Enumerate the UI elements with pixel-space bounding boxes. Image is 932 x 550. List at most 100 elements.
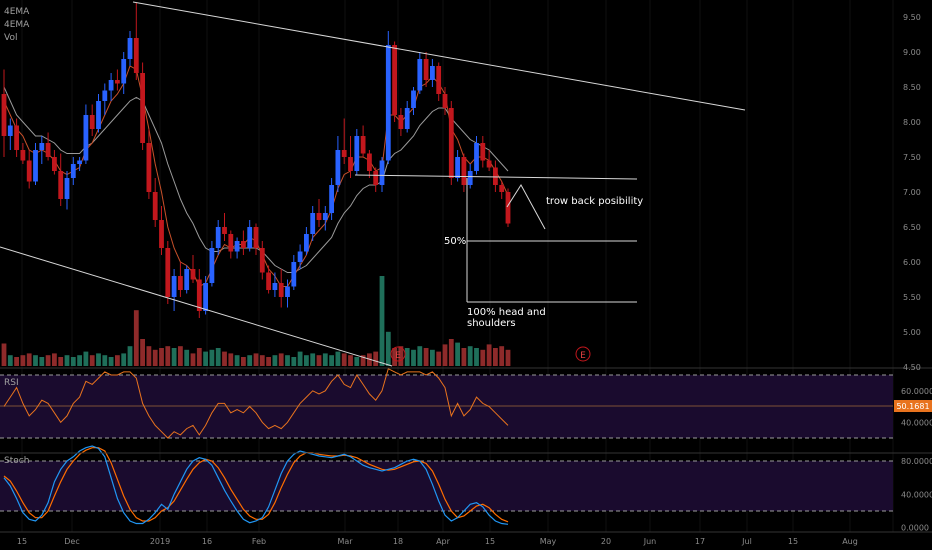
candle-body [360,136,366,154]
stoch-axis[interactable]: 80.0000 40.0000 0.0000 [901,457,932,533]
candle-body [467,171,473,185]
candle-body [322,213,328,220]
candle-body [304,234,309,252]
candle-body [474,143,479,171]
candle-body [77,160,82,164]
volume-bar [45,355,51,366]
volume-bar [505,349,511,366]
candle-body [20,150,26,161]
price-tick-label: 4.50 [903,363,921,372]
volume-bar [404,348,410,366]
volume-bar [411,349,416,366]
time-tick-label: 15 [485,537,495,546]
candle-body [379,160,385,185]
volume-bar [58,357,64,366]
candle-body [455,157,460,178]
candle-body [152,192,158,220]
volume-bar [64,355,70,366]
candle-body [159,220,164,248]
candle-body [392,45,397,115]
candle-body [316,213,322,220]
candle-body [33,150,38,182]
candle-body [493,167,498,185]
volume-bar [228,353,234,366]
candle-body [341,150,347,157]
hs-label-1: 100% head and [467,307,546,318]
candle-body [190,269,196,280]
candle-body [486,160,492,168]
volume-bar [341,353,347,366]
rsi-axis[interactable]: 60.0000 40.0000 [901,387,932,428]
volume-bar [171,348,177,366]
drawings [0,1,746,367]
indicator-label-ema-2[interactable]: 4EMA [4,20,30,30]
candle-body [58,171,64,199]
candle-body [367,153,372,171]
volume-bar [7,355,13,366]
candle-body [26,160,32,182]
earnings-marker-1[interactable]: E [390,346,406,362]
time-tick-label: Aug [842,537,858,546]
vertical-grid [21,0,894,532]
indicator-label-ema-1[interactable]: 4EMA [4,7,30,17]
volume-bar [385,331,391,366]
indicator-label-vol[interactable]: Vol [4,33,17,43]
price-tick-label: 5.00 [903,328,921,337]
stoch-title[interactable]: Stoch [4,456,29,466]
candle-body [7,125,13,136]
price-axis[interactable]: 9.50 9.00 8.50 8.00 7.50 7.00 6.50 6.00 5.50 5.00… [903,13,921,372]
time-tick-label: Mar [337,537,353,546]
volume-bar [209,349,215,366]
volume-bar [52,353,57,366]
candle-body [247,227,253,248]
volume-bar [127,346,133,366]
volume-bar [241,357,246,366]
candle-body [411,90,416,108]
stoch-k-series [3,445,509,525]
volume-bar [1,343,7,366]
candle-body [398,115,404,129]
time-tick-label: Dec [64,537,79,546]
volume-bar [14,357,19,366]
volume-bar [499,346,505,366]
throwback-path [506,184,546,230]
volume-bar [310,353,316,366]
price-tick-label: 8.00 [903,118,921,127]
rsi-panel [0,367,893,439]
candle-body [291,262,297,287]
time-tick-label: Apr [436,537,451,546]
volume-bar [373,351,379,366]
volume-bar [474,348,479,366]
candle-body [140,73,145,143]
time-tick-label: Jun [643,537,657,546]
candle-body [259,248,265,273]
candle-body [121,59,127,84]
earnings-marker-2[interactable]: E [575,346,591,362]
candle-body [404,108,410,129]
stoch-tick-label: 0.0000 [901,524,929,533]
candle-body [505,192,511,224]
candle-body [108,80,114,91]
candle-body [133,38,139,73]
volume-bar [367,353,372,366]
candle-body [272,283,278,290]
candle-body [436,66,442,94]
volume-bar [33,355,38,366]
price-tick-label: 9.50 [903,13,921,22]
lower-trendline [0,246,393,367]
volume-bar [152,349,158,366]
time-axis[interactable]: 15 Dec 2019 16 Feb Mar 18 Apr 15 May 20 Jun 17 Jul 15 A… [17,537,858,546]
rsi-title[interactable]: RSI [4,378,19,388]
volume-bar [184,349,190,366]
volume-bar [291,357,297,366]
candle-body [278,283,284,297]
volume-bar [493,348,498,366]
rsi-series [3,367,509,439]
candle-body [209,248,215,283]
volume-bar [165,346,171,366]
volume-bar [329,355,334,366]
candle-body [241,241,246,248]
volume-bar [360,355,366,366]
candle-body [448,108,454,178]
